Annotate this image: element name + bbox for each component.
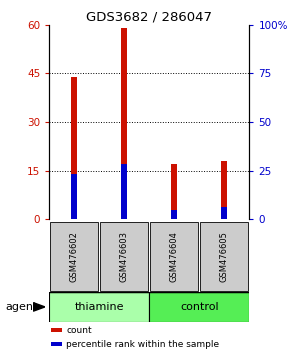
Text: percentile rank within the sample: percentile rank within the sample — [66, 340, 220, 349]
Text: GSM476603: GSM476603 — [120, 231, 129, 282]
Bar — [51, 328, 62, 332]
Bar — [200, 222, 249, 291]
Bar — [149, 292, 249, 322]
Bar — [50, 222, 98, 291]
Bar — [100, 222, 148, 291]
Text: GSM476604: GSM476604 — [170, 231, 179, 282]
Text: count: count — [66, 326, 92, 335]
Bar — [49, 292, 149, 322]
Bar — [121, 28, 127, 219]
Text: GSM476602: GSM476602 — [70, 231, 79, 282]
Bar — [171, 164, 177, 219]
Bar — [71, 77, 77, 219]
Bar — [121, 164, 127, 219]
Bar — [150, 222, 198, 291]
Bar — [221, 206, 227, 219]
Title: GDS3682 / 286047: GDS3682 / 286047 — [86, 11, 212, 24]
Polygon shape — [33, 303, 45, 311]
Text: control: control — [180, 302, 219, 312]
Bar — [71, 174, 77, 219]
Text: GSM476605: GSM476605 — [220, 231, 229, 282]
Bar — [221, 161, 227, 219]
Text: agent: agent — [6, 302, 38, 312]
Bar — [171, 210, 177, 219]
Text: thiamine: thiamine — [75, 302, 124, 312]
Bar — [51, 342, 62, 346]
